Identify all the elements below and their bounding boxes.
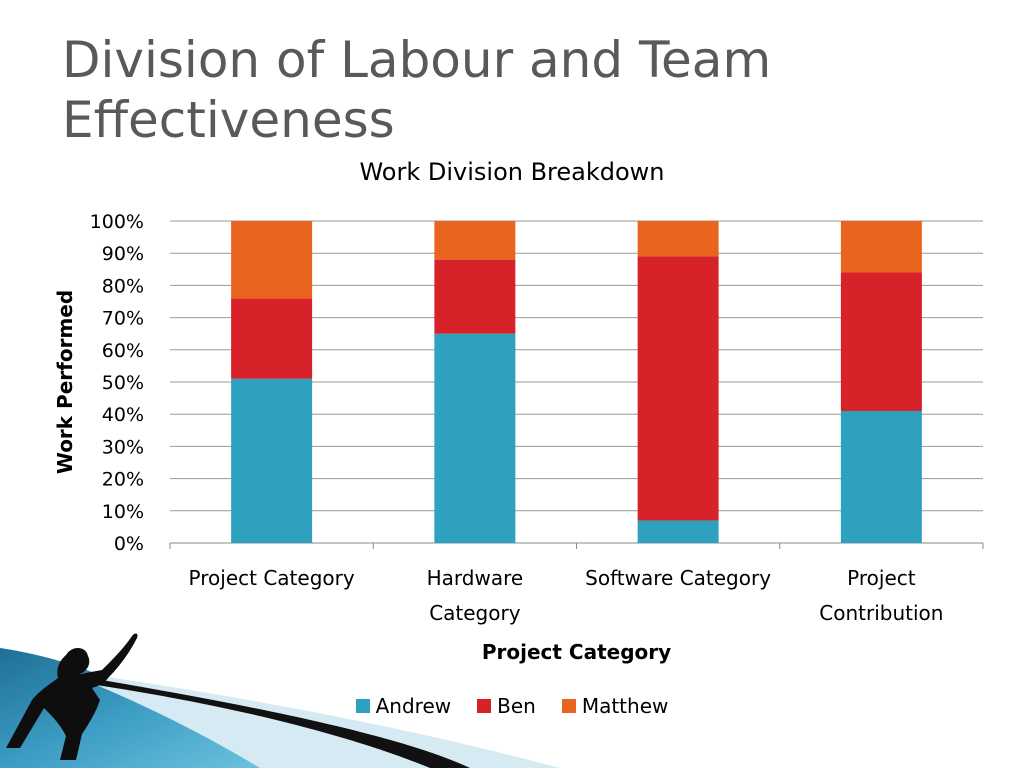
y-tick-label: 80% — [102, 275, 144, 297]
skater-silhouette — [6, 633, 138, 760]
x-category-label: Project — [847, 566, 916, 590]
chart-legend: Andrew Ben Matthew — [0, 694, 1024, 718]
legend-item-matthew: Matthew — [561, 694, 669, 718]
y-tick-label: 10% — [102, 501, 144, 523]
bar-segment-ben — [840, 272, 922, 411]
y-tick-label: 30% — [102, 436, 144, 458]
legend-swatch — [561, 699, 576, 713]
y-tick-label: 20% — [102, 469, 144, 491]
x-axis-title: Project Category — [482, 640, 671, 664]
light-wave-shape — [60, 670, 560, 768]
slide-title: Division of Labour and Team Effectivenes… — [62, 31, 772, 149]
bar-segment-ben — [231, 298, 313, 379]
x-category-label: Category — [429, 601, 521, 625]
legend-label: Ben — [497, 694, 536, 718]
legend-swatch — [355, 699, 370, 713]
bar-segment-andrew — [840, 410, 922, 543]
x-category-label: Hardware — [427, 566, 524, 590]
y-tick-label: 100% — [90, 211, 144, 233]
y-tick-label: 60% — [102, 340, 144, 362]
legend-label: Matthew — [581, 694, 669, 718]
bar-segment-ben — [434, 259, 516, 334]
bar-segment-matthew — [840, 221, 922, 273]
legend-item-ben: Ben — [477, 694, 536, 718]
bar-segment-andrew — [434, 333, 516, 543]
legend-item-andrew: Andrew — [355, 694, 452, 718]
chart-title: Work Division Breakdown — [359, 158, 665, 186]
legend-label: Andrew — [375, 694, 452, 718]
y-axis-title: Work Performed — [53, 290, 77, 474]
bar-segment-ben — [637, 256, 719, 521]
bar-segment-matthew — [434, 221, 516, 260]
x-category-label: Software Category — [585, 566, 771, 590]
bar-segment-andrew — [637, 520, 719, 543]
x-category-label: Project Category — [189, 566, 355, 590]
x-category-label: Contribution — [819, 601, 943, 625]
black-stripe-shape — [90, 678, 470, 768]
y-tick-label: 40% — [102, 404, 144, 426]
bar-segment-matthew — [637, 221, 719, 257]
bar-segment-andrew — [231, 378, 313, 543]
bar-segment-matthew — [231, 221, 313, 299]
y-tick-label: 90% — [102, 243, 144, 265]
y-tick-label: 0% — [114, 533, 144, 555]
y-tick-label: 50% — [102, 372, 144, 394]
legend-swatch — [477, 699, 492, 713]
y-tick-label: 70% — [102, 308, 144, 330]
